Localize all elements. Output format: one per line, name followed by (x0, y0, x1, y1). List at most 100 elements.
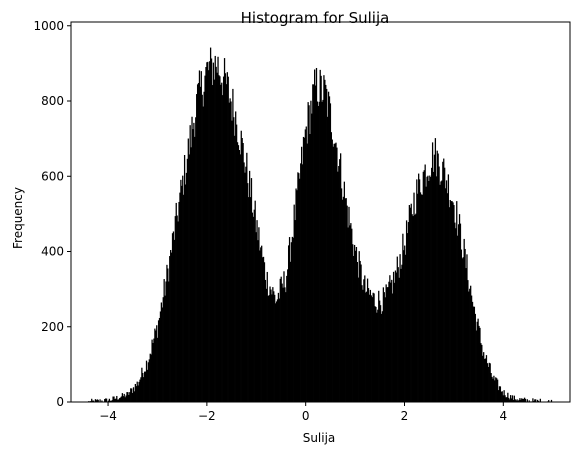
histogram-bar (349, 225, 351, 402)
histogram-bar (432, 171, 435, 402)
histogram-bar (291, 236, 293, 402)
histogram-bar (416, 179, 418, 402)
histogram-bar (180, 179, 182, 402)
histogram-bar (353, 244, 356, 402)
histogram-bar (308, 105, 310, 402)
histogram-bar (116, 395, 118, 402)
histogram-bar (391, 279, 393, 402)
histogram-bar (117, 399, 119, 402)
histogram-bar (139, 379, 141, 402)
histogram-bar (272, 287, 274, 402)
x-tick-label: 2 (401, 409, 409, 423)
histogram-bar (310, 100, 312, 402)
histogram-bar (140, 377, 142, 402)
histogram-bar (131, 392, 134, 402)
histogram-bar (179, 192, 181, 402)
histogram-bar (340, 188, 343, 402)
histogram-bar (409, 207, 411, 402)
histogram-bar (431, 142, 434, 402)
histogram-bar (449, 199, 451, 402)
histogram-bar (153, 338, 155, 402)
histogram-bar (217, 56, 219, 402)
histogram-bar (261, 257, 264, 402)
histogram-bar (466, 254, 468, 402)
histogram-bar (513, 395, 515, 402)
chart-title: Histogram for Sulija (241, 9, 390, 27)
histogram-bar (293, 204, 295, 402)
histogram-bar (482, 355, 484, 402)
histogram-bar (278, 298, 280, 402)
histogram-bar (412, 216, 414, 402)
histogram-bar (276, 299, 279, 402)
histogram-bar (439, 184, 441, 402)
histogram-bar (168, 281, 170, 402)
histogram-bar (101, 400, 103, 402)
histogram-bar (220, 84, 222, 403)
histogram-bar (135, 386, 137, 402)
histogram-bar (330, 132, 332, 402)
histogram-bar (197, 82, 200, 402)
histogram-bar (134, 383, 137, 402)
histogram-bar (163, 279, 165, 402)
histogram-bar (550, 399, 553, 402)
plot-frame (70, 21, 571, 403)
histogram-bar (548, 400, 550, 402)
histogram-bar (232, 88, 234, 403)
histogram-bar (188, 154, 190, 402)
histogram-bar (347, 227, 349, 402)
histogram-bar (138, 381, 140, 402)
histogram-bar (211, 85, 214, 402)
histogram-bar (399, 254, 401, 402)
histogram-bar (97, 399, 99, 402)
histogram-bar (403, 250, 405, 402)
histogram-bar (281, 283, 283, 402)
histogram-bar (187, 138, 189, 402)
histogram-bar (212, 62, 215, 403)
histogram-bar (129, 392, 131, 402)
histogram-bar (512, 399, 515, 402)
histogram-bar (301, 164, 304, 402)
histogram-bar (502, 395, 504, 402)
histogram-bar (194, 136, 196, 403)
histogram-bar (120, 396, 123, 402)
histogram-bar (522, 398, 524, 402)
histogram-bar (406, 233, 409, 402)
histogram-bar (339, 159, 341, 402)
histogram-bar (167, 268, 169, 402)
histogram-bar (474, 313, 476, 402)
histogram-bar (360, 264, 362, 402)
histogram-bar (393, 282, 396, 402)
histogram-bar (314, 85, 317, 402)
histogram-bar (107, 400, 110, 402)
histogram-bar (494, 380, 496, 402)
histogram-bar (196, 84, 199, 402)
histogram-bar (283, 271, 285, 402)
histogram-bar (473, 306, 476, 402)
histogram-bar (481, 344, 483, 402)
histogram-bar (264, 279, 267, 402)
histogram-bar (268, 295, 270, 402)
histogram-bar (382, 287, 385, 402)
histogram-bar (355, 246, 358, 402)
histogram-bar (149, 353, 151, 402)
histogram-bar (369, 289, 372, 402)
histogram-bar (517, 400, 519, 402)
histogram-bar (175, 202, 177, 402)
histogram-bar (215, 66, 217, 402)
histogram-bar (383, 292, 385, 402)
histogram-bar (418, 179, 421, 402)
histogram-bar (365, 292, 367, 402)
histogram-bar (170, 250, 172, 402)
histogram-bar (185, 172, 188, 402)
histogram-bars (88, 47, 553, 403)
histogram-bar (534, 399, 536, 402)
y-tick-label: 0 (56, 395, 64, 409)
histogram-bar (520, 399, 522, 402)
histogram-bar (425, 186, 427, 402)
histogram-bar (202, 106, 204, 403)
histogram-bar (450, 201, 452, 402)
histogram-bar (326, 88, 328, 403)
histogram-bar (402, 233, 404, 402)
histogram-bar (315, 67, 318, 402)
histogram-bar (287, 245, 290, 402)
